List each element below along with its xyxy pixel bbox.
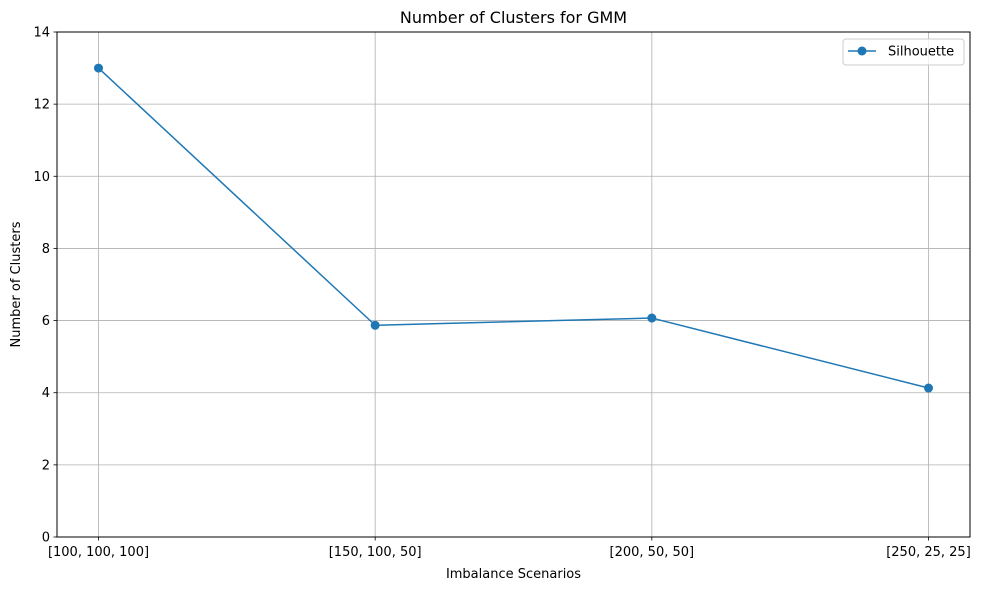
x-axis-label: Imbalance Scenarios	[446, 567, 581, 582]
chart-title: Number of Clusters for GMM	[400, 8, 627, 27]
y-tick-label: 4	[42, 386, 50, 401]
y-tick-label: 0	[42, 531, 50, 546]
legend: Silhouette	[842, 38, 965, 66]
y-tick-label: 12	[33, 98, 50, 113]
series	[94, 63, 933, 393]
plot-area	[57, 32, 970, 537]
y-tick-label: 2	[42, 458, 50, 473]
x-tick-label: [150, 100, 50]	[329, 545, 422, 560]
y-tick-label: 6	[42, 314, 50, 329]
legend-box	[842, 38, 965, 66]
legend-marker-silhouette	[857, 46, 867, 56]
x-tick-label: [100, 100, 100]	[48, 545, 149, 560]
series-line-silhouette	[97, 67, 929, 389]
y-tick-label: 10	[33, 170, 50, 185]
y-axis: 0 2 4 6 8 10 12 14	[33, 26, 57, 546]
plot-frame	[56, 31, 971, 538]
x-tick-label: [200, 50, 50]	[610, 545, 695, 560]
data-point	[94, 63, 103, 73]
y-tick-label: 14	[33, 26, 50, 41]
data-point	[924, 383, 933, 393]
data-point	[647, 313, 657, 323]
x-axis: [100, 100, 100] [150, 100, 50] [200, 50, 5…	[48, 537, 971, 560]
y-axis-label: Number of Clusters	[9, 221, 24, 347]
y-tick-label: 8	[42, 242, 50, 257]
x-tick-label: [250, 25, 25]	[886, 545, 971, 560]
data-point	[370, 320, 380, 330]
legend-label-silhouette: Silhouette	[888, 45, 954, 60]
